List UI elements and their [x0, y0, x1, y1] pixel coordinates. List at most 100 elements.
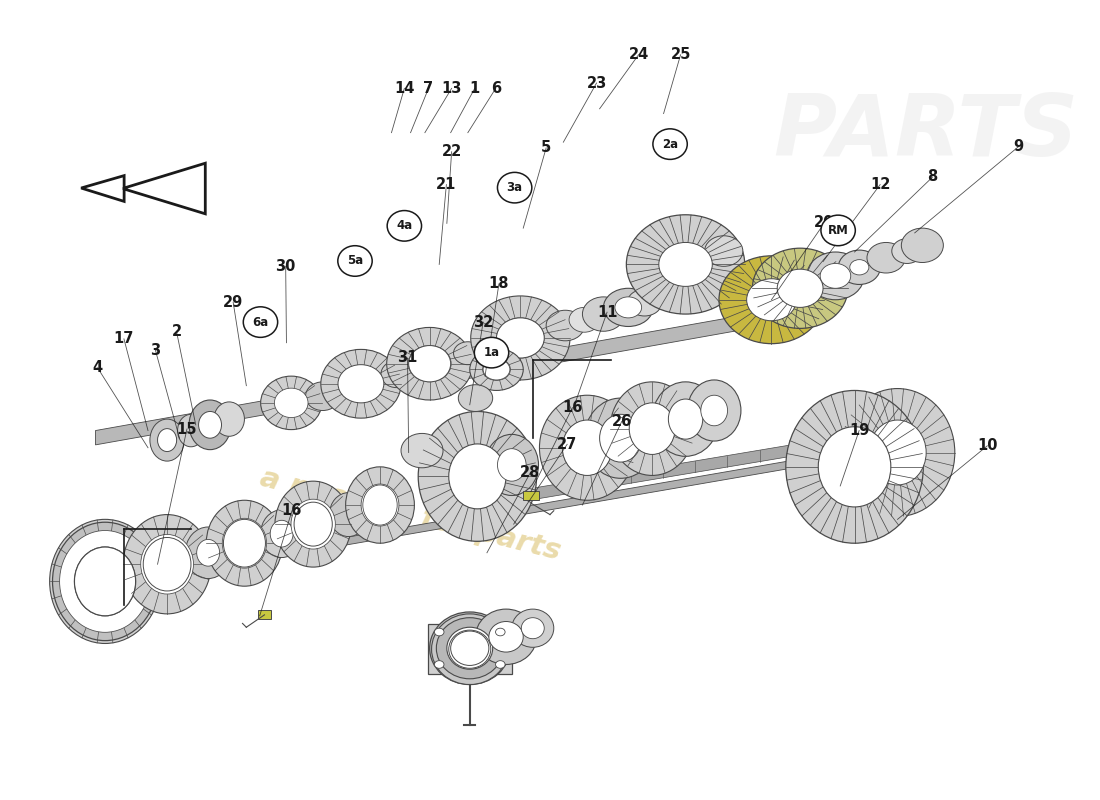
Ellipse shape — [821, 263, 850, 288]
Text: 27: 27 — [557, 437, 578, 452]
Ellipse shape — [604, 288, 653, 326]
Ellipse shape — [341, 366, 381, 401]
Ellipse shape — [892, 238, 922, 263]
Ellipse shape — [451, 631, 488, 666]
Ellipse shape — [659, 242, 713, 286]
Ellipse shape — [271, 520, 293, 547]
Ellipse shape — [243, 307, 277, 338]
Ellipse shape — [294, 502, 332, 546]
Ellipse shape — [292, 499, 336, 549]
Text: 13: 13 — [441, 81, 462, 96]
Ellipse shape — [449, 630, 491, 668]
Ellipse shape — [867, 242, 905, 273]
Ellipse shape — [497, 172, 531, 203]
Ellipse shape — [177, 414, 205, 446]
Ellipse shape — [752, 248, 848, 328]
Bar — [524, 490, 539, 500]
Ellipse shape — [434, 628, 444, 636]
Text: 9: 9 — [1014, 139, 1024, 154]
Ellipse shape — [652, 382, 719, 456]
Ellipse shape — [470, 349, 524, 390]
Ellipse shape — [485, 434, 539, 495]
Ellipse shape — [688, 380, 741, 441]
Ellipse shape — [408, 346, 451, 382]
Ellipse shape — [123, 514, 211, 614]
Ellipse shape — [748, 281, 794, 319]
Ellipse shape — [197, 539, 220, 566]
Ellipse shape — [213, 402, 244, 436]
Text: 24: 24 — [628, 47, 649, 62]
Text: 11: 11 — [597, 305, 617, 320]
Text: 28: 28 — [520, 465, 540, 480]
Text: a passion for parts: a passion for parts — [257, 464, 564, 566]
Text: 21: 21 — [437, 177, 456, 192]
Ellipse shape — [870, 422, 925, 483]
Ellipse shape — [474, 338, 508, 368]
Ellipse shape — [75, 547, 135, 616]
Ellipse shape — [475, 609, 537, 665]
Ellipse shape — [495, 628, 505, 636]
Text: 15: 15 — [177, 422, 197, 437]
Ellipse shape — [387, 327, 473, 400]
Ellipse shape — [387, 210, 421, 241]
Ellipse shape — [669, 399, 703, 439]
Ellipse shape — [274, 388, 308, 418]
Ellipse shape — [381, 361, 411, 387]
Ellipse shape — [569, 307, 600, 332]
Ellipse shape — [705, 236, 742, 266]
Ellipse shape — [850, 260, 869, 275]
Ellipse shape — [719, 256, 824, 344]
Ellipse shape — [222, 518, 266, 568]
Ellipse shape — [451, 448, 504, 505]
Ellipse shape — [459, 385, 493, 411]
Text: 2a: 2a — [662, 138, 678, 150]
Ellipse shape — [778, 270, 822, 306]
Ellipse shape — [453, 342, 482, 365]
Ellipse shape — [447, 627, 493, 670]
Text: 3a: 3a — [507, 181, 522, 194]
Polygon shape — [96, 300, 830, 445]
Text: 1: 1 — [470, 81, 480, 96]
Ellipse shape — [626, 214, 745, 314]
Ellipse shape — [521, 618, 544, 638]
Ellipse shape — [629, 403, 674, 454]
Ellipse shape — [75, 547, 135, 616]
Text: 19: 19 — [849, 423, 869, 438]
Polygon shape — [81, 163, 206, 214]
Ellipse shape — [437, 618, 503, 679]
Ellipse shape — [143, 538, 191, 591]
Ellipse shape — [321, 350, 402, 418]
Ellipse shape — [338, 365, 384, 403]
FancyBboxPatch shape — [428, 624, 512, 674]
Text: 6: 6 — [491, 81, 501, 96]
Ellipse shape — [199, 411, 221, 438]
Polygon shape — [90, 450, 855, 589]
Ellipse shape — [185, 527, 231, 578]
Text: 12: 12 — [870, 177, 890, 192]
Text: 14: 14 — [394, 81, 415, 96]
Text: 8: 8 — [927, 170, 938, 185]
Ellipse shape — [261, 510, 302, 558]
Text: 16: 16 — [562, 400, 583, 415]
Ellipse shape — [869, 420, 926, 485]
Polygon shape — [535, 429, 888, 499]
Ellipse shape — [495, 661, 505, 668]
Ellipse shape — [627, 290, 662, 316]
Ellipse shape — [821, 215, 856, 246]
Ellipse shape — [901, 228, 944, 262]
Ellipse shape — [488, 622, 524, 652]
Text: 31: 31 — [397, 350, 418, 366]
Ellipse shape — [150, 419, 185, 461]
Text: 20: 20 — [814, 215, 835, 230]
Ellipse shape — [600, 414, 641, 462]
Text: 6a: 6a — [252, 315, 268, 329]
Ellipse shape — [430, 612, 510, 685]
Text: 5a: 5a — [346, 254, 363, 267]
Ellipse shape — [483, 358, 510, 380]
Ellipse shape — [584, 398, 657, 478]
Ellipse shape — [189, 400, 231, 450]
Ellipse shape — [141, 534, 194, 594]
Ellipse shape — [471, 296, 570, 380]
Ellipse shape — [59, 530, 151, 632]
Ellipse shape — [824, 433, 886, 502]
